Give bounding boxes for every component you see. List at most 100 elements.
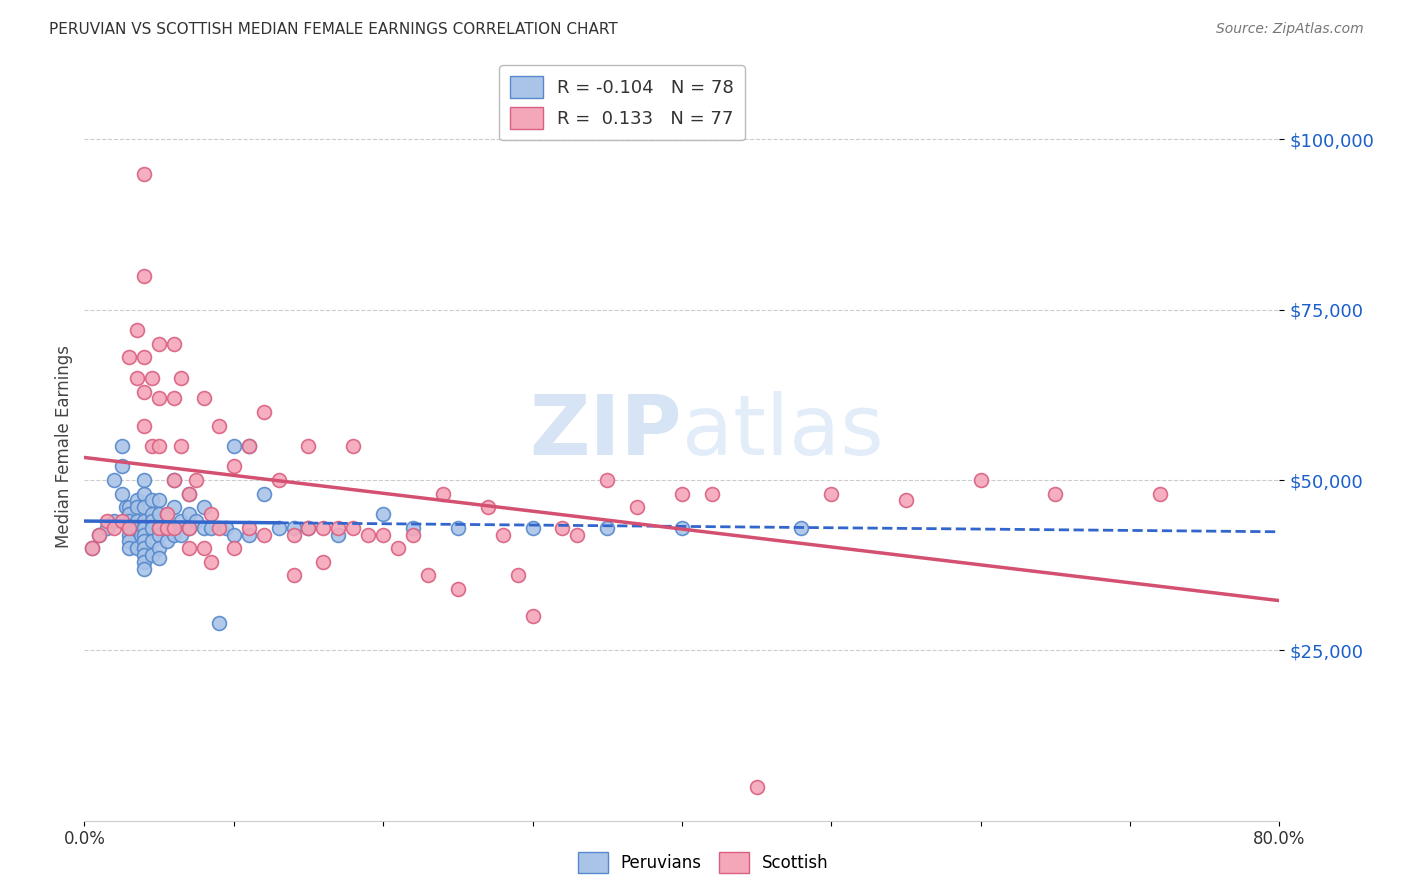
Point bbox=[387, 541, 409, 556]
Point bbox=[148, 493, 170, 508]
Point bbox=[432, 486, 454, 500]
Point bbox=[141, 548, 163, 562]
Point bbox=[132, 418, 156, 433]
Point bbox=[163, 521, 186, 535]
Point bbox=[132, 268, 156, 283]
Point bbox=[522, 609, 544, 624]
Point bbox=[111, 439, 134, 453]
Point bbox=[132, 500, 156, 515]
Point bbox=[155, 507, 177, 521]
Point bbox=[111, 459, 134, 474]
Text: Source: ZipAtlas.com: Source: ZipAtlas.com bbox=[1216, 22, 1364, 37]
Point bbox=[477, 500, 499, 515]
Point bbox=[416, 568, 439, 582]
Point bbox=[970, 473, 993, 487]
Point bbox=[141, 514, 163, 528]
Point bbox=[342, 521, 364, 535]
Point bbox=[132, 541, 156, 556]
Point bbox=[163, 336, 186, 351]
Point bbox=[132, 351, 156, 365]
Point bbox=[148, 521, 170, 535]
Point bbox=[148, 439, 170, 453]
Point bbox=[170, 514, 193, 528]
Point bbox=[357, 527, 380, 541]
Point bbox=[132, 555, 156, 569]
Point bbox=[148, 521, 170, 535]
Point bbox=[132, 521, 156, 535]
Point bbox=[111, 486, 134, 500]
Point bbox=[103, 473, 125, 487]
Point bbox=[80, 541, 103, 556]
Point bbox=[267, 473, 290, 487]
Point bbox=[283, 527, 305, 541]
Point bbox=[551, 521, 574, 535]
Point bbox=[238, 439, 260, 453]
Point bbox=[267, 521, 290, 535]
Point bbox=[125, 514, 148, 528]
Point bbox=[208, 616, 231, 631]
Point bbox=[148, 527, 170, 541]
Point bbox=[155, 507, 177, 521]
Point bbox=[132, 486, 156, 500]
Point bbox=[111, 514, 134, 528]
Point bbox=[222, 541, 245, 556]
Point bbox=[297, 439, 319, 453]
Text: ZIP: ZIP bbox=[530, 391, 682, 472]
Point bbox=[132, 167, 156, 181]
Y-axis label: Median Female Earnings: Median Female Earnings bbox=[55, 344, 73, 548]
Point bbox=[177, 521, 200, 535]
Point bbox=[222, 527, 245, 541]
Point bbox=[132, 534, 156, 549]
Point bbox=[125, 371, 148, 385]
Point bbox=[447, 582, 470, 596]
Point bbox=[132, 527, 156, 541]
Point bbox=[1149, 486, 1171, 500]
Point bbox=[1045, 486, 1067, 500]
Point bbox=[141, 507, 163, 521]
Point bbox=[132, 473, 156, 487]
Point bbox=[522, 521, 544, 535]
Point bbox=[208, 418, 231, 433]
Point bbox=[141, 521, 163, 535]
Point bbox=[148, 392, 170, 406]
Point bbox=[402, 527, 425, 541]
Point bbox=[163, 392, 186, 406]
Point bbox=[200, 507, 222, 521]
Point bbox=[118, 500, 141, 515]
Point bbox=[177, 541, 200, 556]
Point bbox=[283, 521, 305, 535]
Point bbox=[186, 473, 208, 487]
Point bbox=[328, 527, 350, 541]
Point bbox=[118, 514, 141, 528]
Point bbox=[222, 439, 245, 453]
Point bbox=[596, 521, 619, 535]
Point bbox=[671, 521, 693, 535]
Point bbox=[125, 323, 148, 337]
Text: PERUVIAN VS SCOTTISH MEDIAN FEMALE EARNINGS CORRELATION CHART: PERUVIAN VS SCOTTISH MEDIAN FEMALE EARNI… bbox=[49, 22, 619, 37]
Point bbox=[253, 486, 276, 500]
Point bbox=[118, 521, 141, 535]
Point bbox=[208, 521, 231, 535]
Point bbox=[118, 521, 141, 535]
Point bbox=[129, 527, 152, 541]
Point bbox=[125, 541, 148, 556]
Point bbox=[177, 507, 200, 521]
Point bbox=[148, 507, 170, 521]
Legend: Peruvians, Scottish: Peruvians, Scottish bbox=[571, 846, 835, 880]
Point bbox=[626, 500, 648, 515]
Point bbox=[186, 514, 208, 528]
Text: atlas: atlas bbox=[682, 391, 883, 472]
Point bbox=[312, 555, 335, 569]
Point bbox=[132, 561, 156, 575]
Point bbox=[141, 493, 163, 508]
Point bbox=[215, 521, 238, 535]
Point bbox=[200, 521, 222, 535]
Point bbox=[373, 507, 395, 521]
Point bbox=[103, 514, 125, 528]
Point bbox=[115, 500, 138, 515]
Point bbox=[148, 541, 170, 556]
Point bbox=[170, 439, 193, 453]
Point bbox=[177, 521, 200, 535]
Point bbox=[155, 521, 177, 535]
Point bbox=[328, 521, 350, 535]
